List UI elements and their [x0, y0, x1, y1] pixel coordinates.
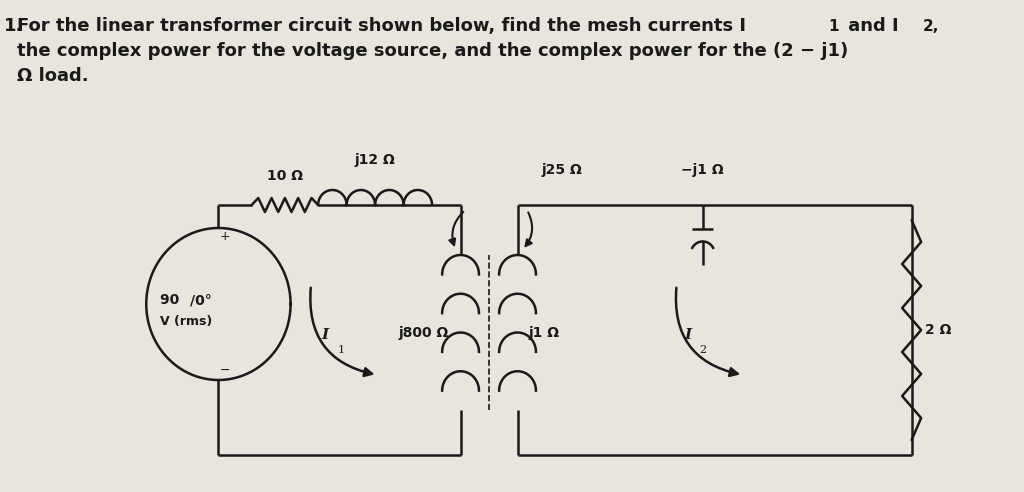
- Text: I: I: [322, 328, 329, 342]
- Text: j1 Ω: j1 Ω: [529, 326, 560, 339]
- Text: +: +: [220, 229, 230, 243]
- FancyArrowPatch shape: [310, 288, 372, 376]
- Text: and I: and I: [843, 17, 899, 35]
- Text: 1.: 1.: [4, 17, 24, 35]
- Text: 2: 2: [699, 345, 707, 355]
- Text: 90: 90: [160, 293, 183, 307]
- Text: 10 Ω: 10 Ω: [267, 169, 303, 183]
- Text: /0°: /0°: [189, 293, 212, 307]
- Text: 1: 1: [338, 345, 345, 355]
- Text: 2,: 2,: [923, 19, 939, 34]
- Text: j12 Ω: j12 Ω: [354, 153, 395, 167]
- FancyArrowPatch shape: [450, 212, 463, 245]
- Text: V (rms): V (rms): [160, 315, 212, 329]
- Text: I: I: [684, 328, 691, 342]
- FancyArrowPatch shape: [525, 213, 532, 246]
- Text: Ω load.: Ω load.: [17, 67, 89, 85]
- Text: −: −: [220, 364, 230, 376]
- Text: j25 Ω: j25 Ω: [542, 163, 582, 177]
- FancyArrowPatch shape: [676, 288, 737, 376]
- Text: the complex power for the voltage source, and the complex power for the (2 − j1): the complex power for the voltage source…: [17, 42, 848, 60]
- Text: j800 Ω: j800 Ω: [399, 326, 450, 339]
- Text: 2 Ω: 2 Ω: [925, 323, 951, 337]
- Text: For the linear transformer circuit shown below, find the mesh currents I: For the linear transformer circuit shown…: [17, 17, 746, 35]
- Text: −j1 Ω: −j1 Ω: [681, 163, 724, 177]
- Text: 1: 1: [828, 19, 839, 34]
